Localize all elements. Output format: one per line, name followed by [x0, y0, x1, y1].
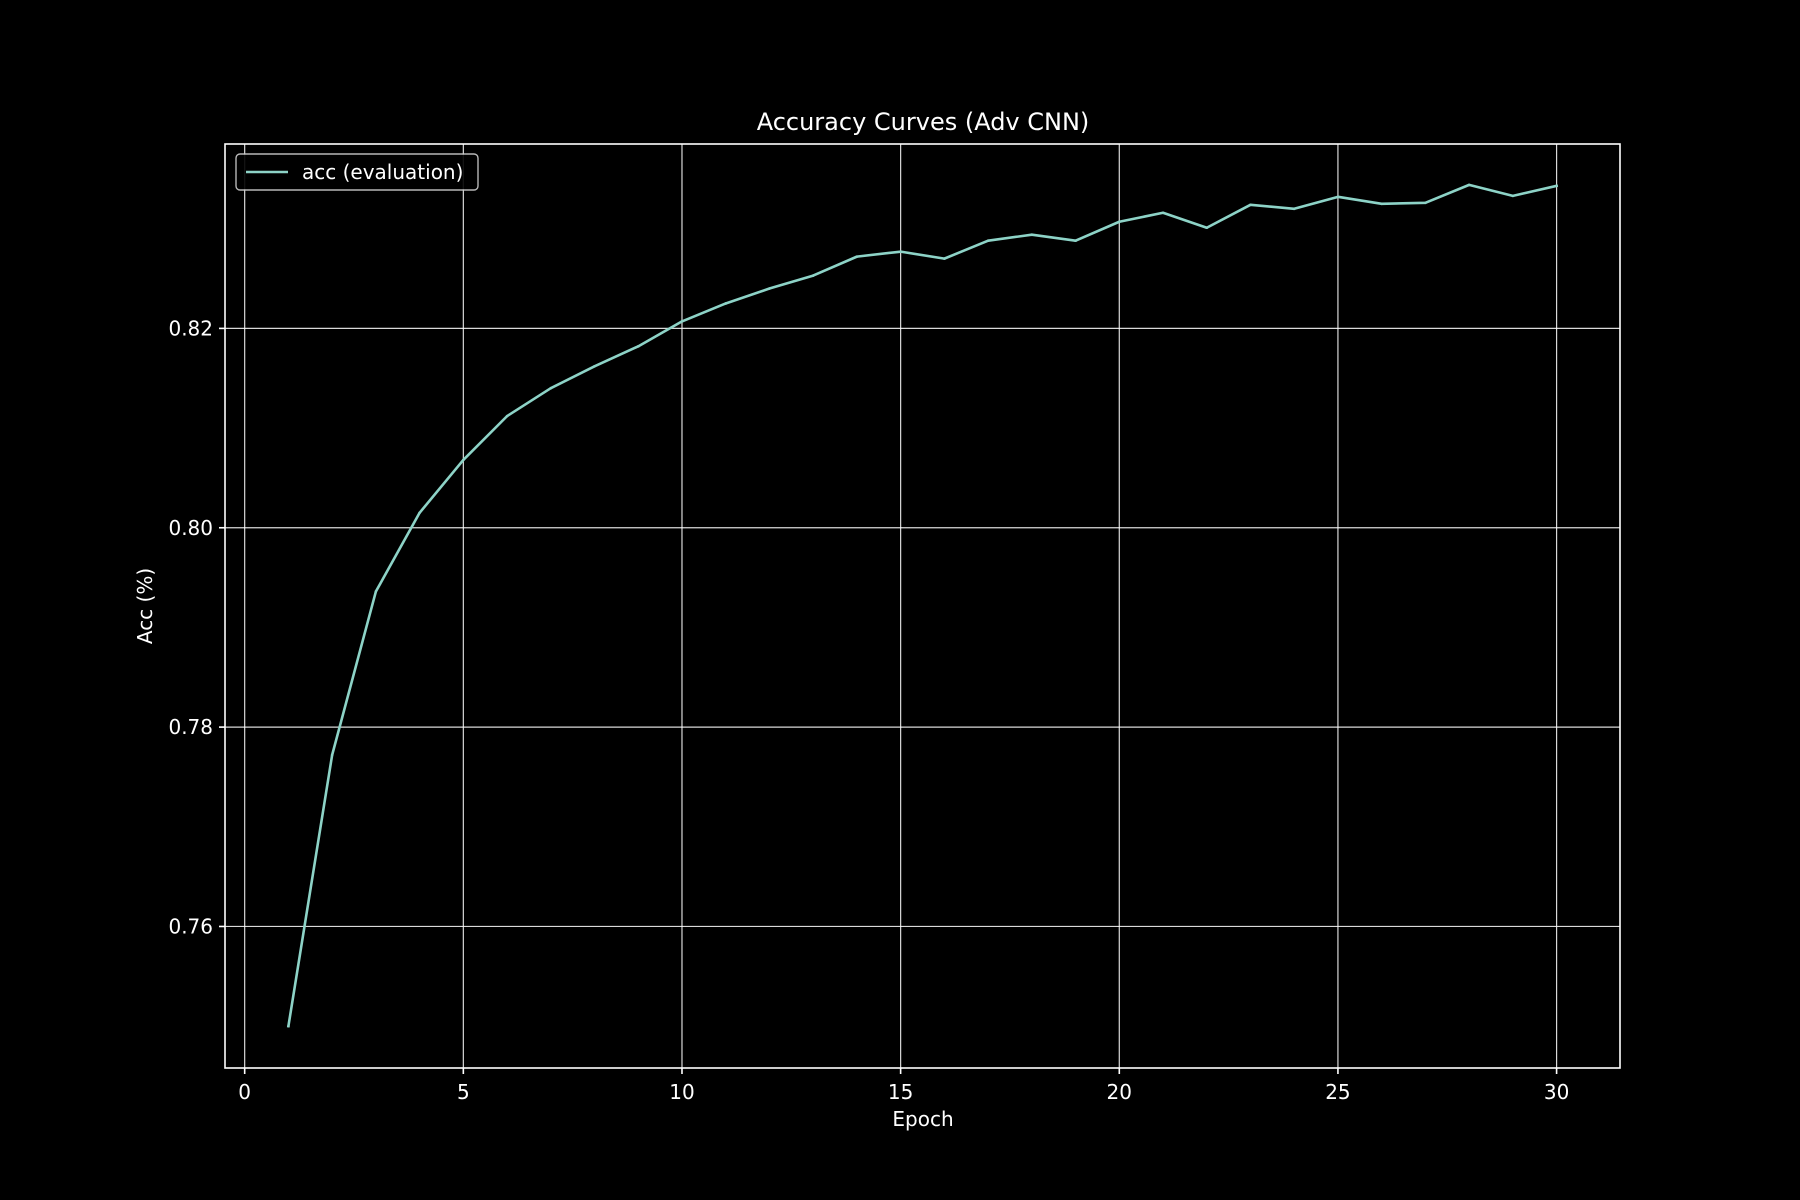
series-point — [899, 250, 902, 253]
series-layer — [286, 183, 1559, 1028]
series-point — [505, 414, 509, 418]
series-point — [943, 257, 946, 260]
series-point — [1336, 195, 1340, 199]
series-point — [1292, 207, 1296, 211]
grid-layer — [225, 144, 1620, 1068]
series-point — [374, 590, 378, 593]
legend: acc (evaluation) — [235, 153, 479, 191]
x-tick-label: 0 — [238, 1080, 251, 1104]
series-point — [680, 320, 684, 323]
series-point — [1205, 226, 1209, 230]
series-point — [1161, 211, 1165, 215]
series-point — [462, 458, 465, 462]
series-point — [724, 302, 728, 305]
series-point — [418, 511, 421, 515]
series-point — [855, 255, 859, 258]
x-tick-label: 25 — [1325, 1080, 1350, 1104]
x-tick-label: 10 — [669, 1080, 694, 1104]
y-tick-label: 0.82 — [168, 316, 213, 340]
x-axis-label: Epoch — [892, 1107, 953, 1131]
x-tick-label: 5 — [457, 1080, 470, 1104]
series-point — [1074, 239, 1077, 242]
y-tick-label: 0.80 — [168, 516, 213, 540]
legend-box — [235, 153, 479, 191]
series-point — [1467, 183, 1471, 187]
series-point — [549, 386, 553, 390]
y-axis-label: Acc (%) — [133, 568, 157, 644]
legend-label: acc (evaluation) — [302, 160, 463, 184]
x-tick-label: 30 — [1544, 1080, 1569, 1104]
x-tick-label: 15 — [888, 1080, 913, 1104]
series-point — [1424, 201, 1427, 205]
series-point — [1511, 194, 1515, 198]
series-point — [330, 753, 334, 757]
series-point — [986, 239, 990, 242]
series-point — [1380, 202, 1383, 206]
series-point — [1249, 203, 1252, 207]
series-point — [1030, 233, 1034, 237]
y-tick-label: 0.78 — [168, 715, 213, 739]
series-point — [1117, 220, 1121, 224]
chart-title: Accuracy Curves (Adv CNN) — [757, 108, 1090, 136]
y-tick-label: 0.76 — [168, 914, 213, 938]
series-point — [768, 287, 771, 290]
plot-frame — [224, 143, 1621, 1069]
series-line — [286, 183, 1559, 1028]
tick-layer: 0 5 10 15 20 25 30 0.76 0.78 0.80 0.82 — [168, 316, 1569, 1104]
series-point — [636, 345, 640, 348]
series-point — [287, 1024, 290, 1028]
series-point — [1555, 184, 1558, 188]
series-point — [811, 274, 815, 277]
x-tick-label: 20 — [1107, 1080, 1132, 1104]
series-point — [593, 364, 596, 368]
